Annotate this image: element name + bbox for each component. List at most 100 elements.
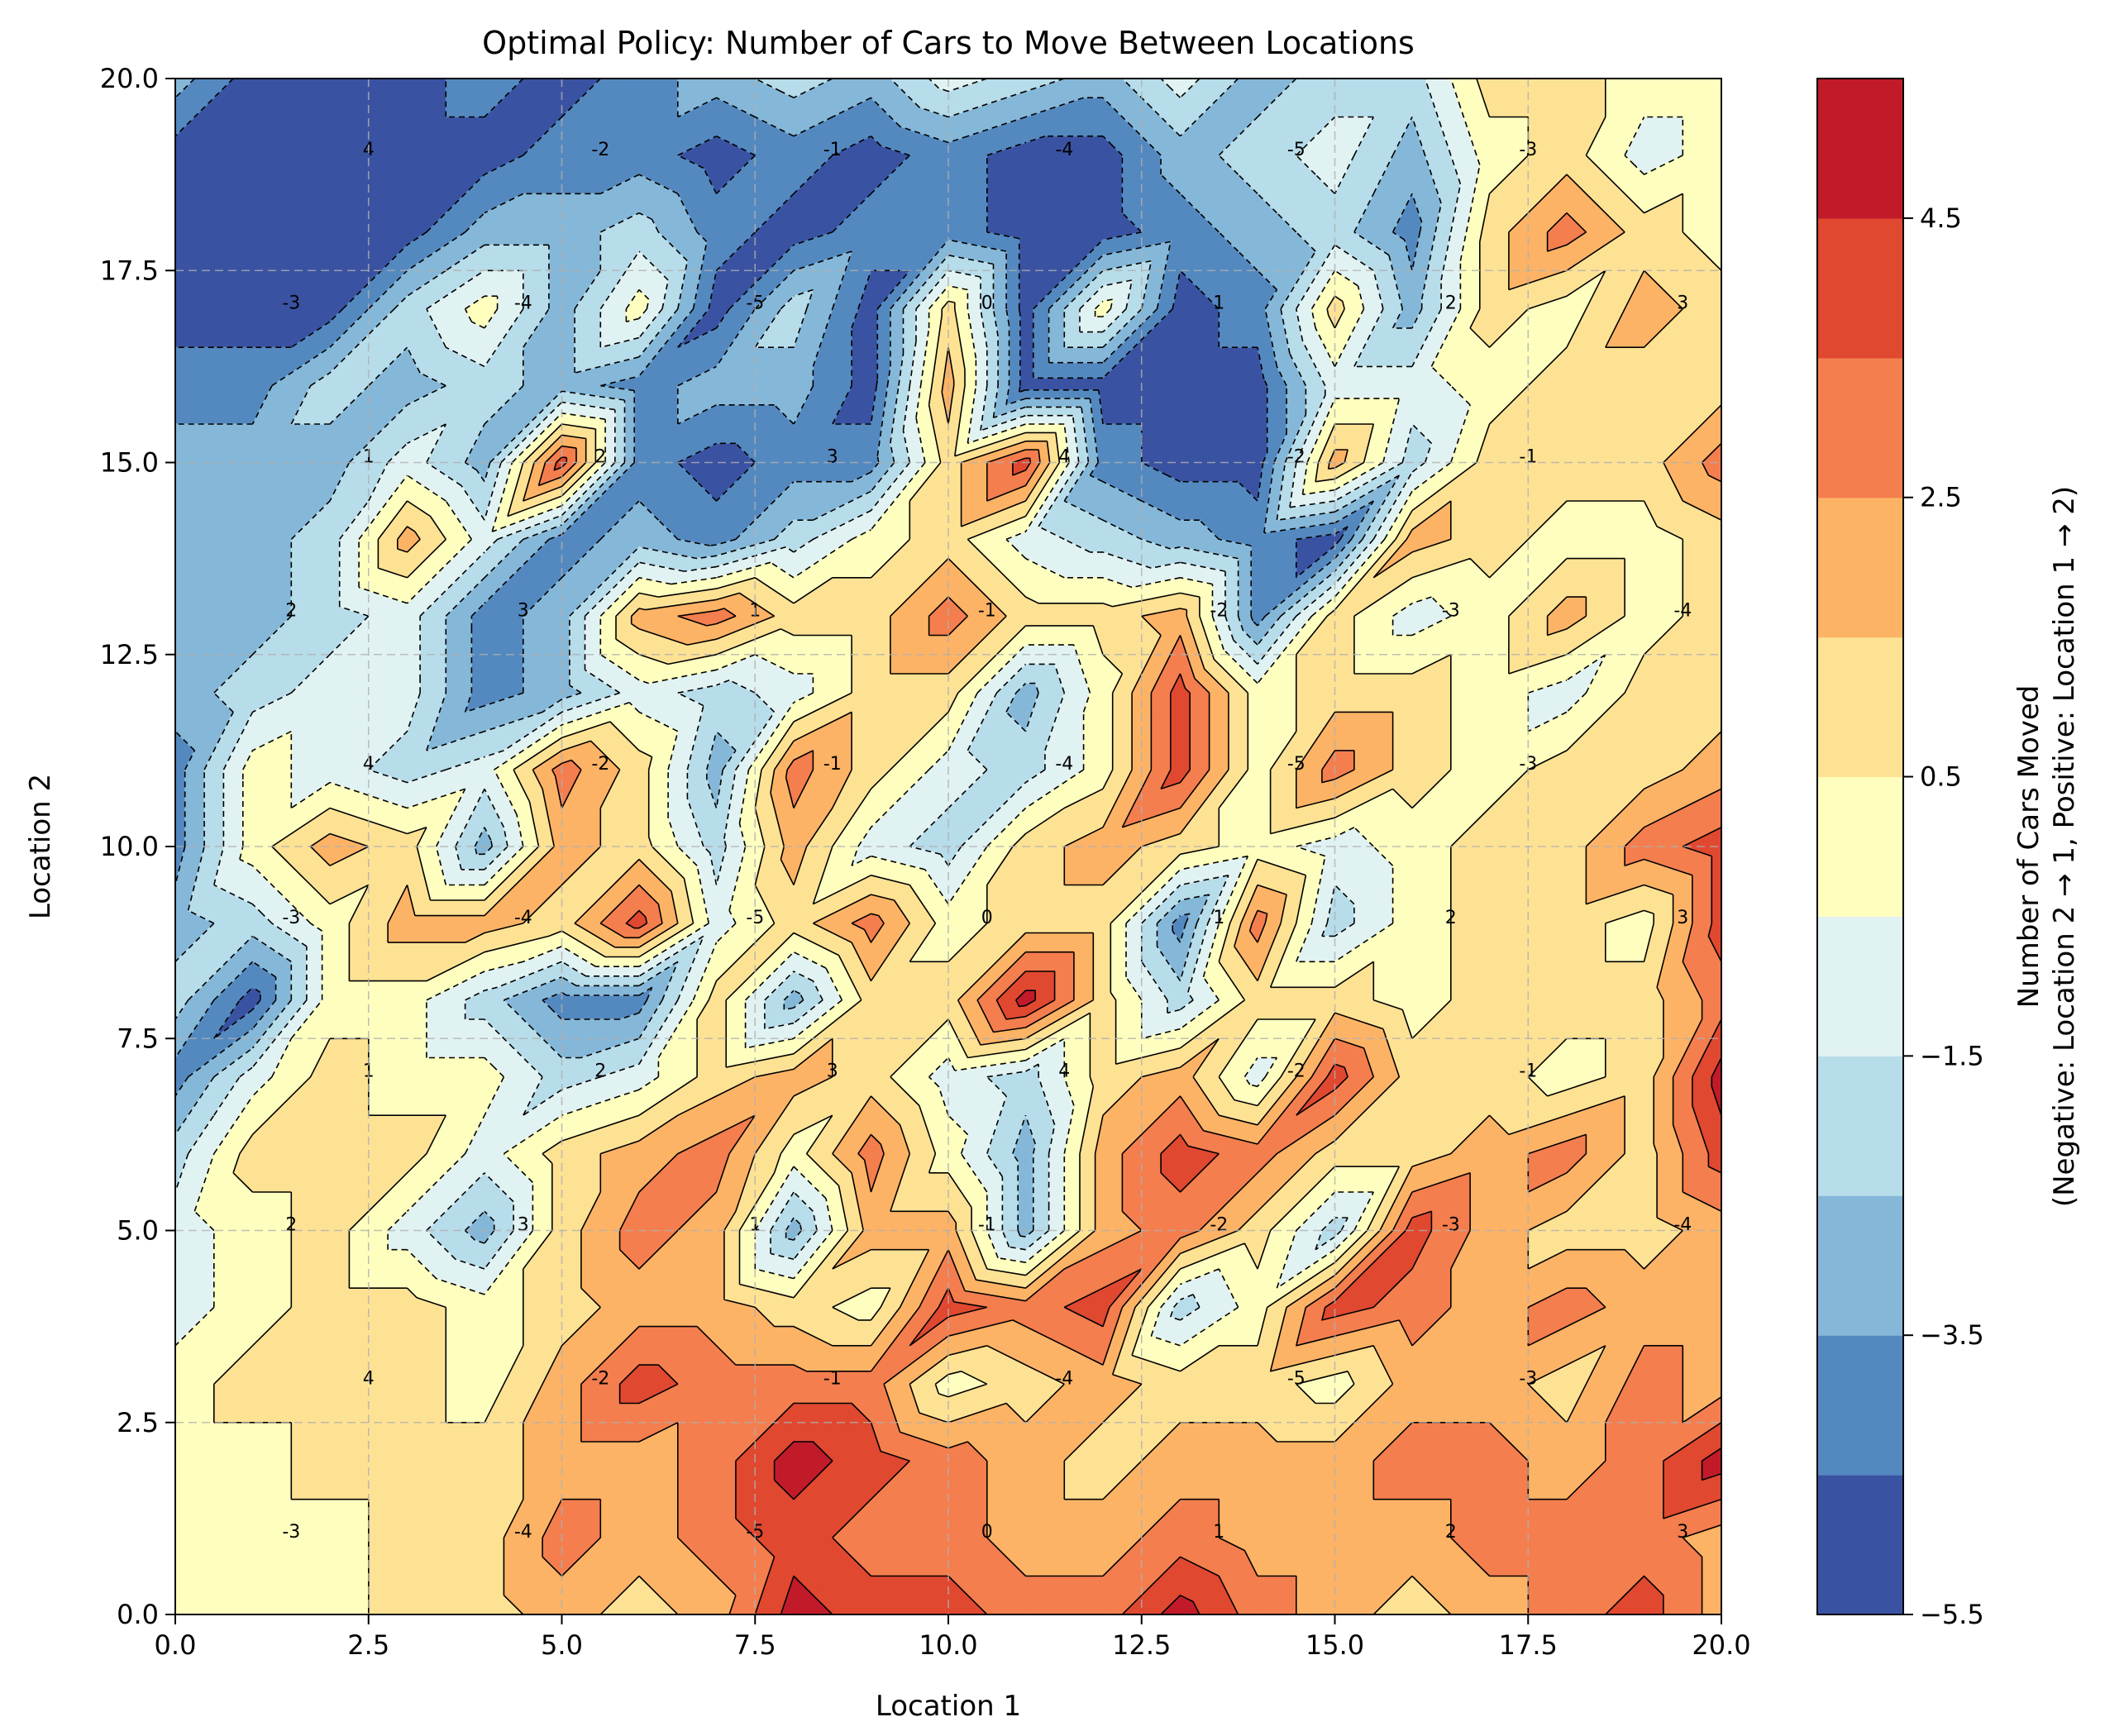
colorbar-segment [1817, 916, 1903, 1056]
contour-line-6 [213, 79, 1721, 1614]
x-tick-label: 5.0 [541, 1629, 583, 1661]
contour-label: -4 [1673, 1215, 1692, 1236]
contour-label: -5 [1287, 754, 1305, 775]
contour-label: 2 [594, 447, 606, 468]
y-tick-label: 5.0 [117, 1215, 159, 1247]
contour-label: 4 [363, 754, 375, 775]
x-tick-label: 0.0 [155, 1629, 197, 1661]
colorbar-tick-label: −3.5 [1920, 1319, 1984, 1351]
grid-layer [175, 79, 1721, 1614]
contour-label: -3 [282, 1522, 300, 1543]
contour-label: -4 [1055, 1368, 1073, 1389]
contour-label: -1 [978, 600, 996, 621]
y-tick-label: 2.5 [117, 1407, 159, 1438]
y-tick-label: 12.5 [100, 639, 159, 670]
contour-label: 1 [1213, 293, 1224, 314]
x-tick-label: 10.0 [919, 1629, 977, 1661]
colorbar-segment [1817, 776, 1903, 917]
contour-label: 2 [1445, 1522, 1457, 1543]
contour-label: 3 [518, 1215, 529, 1236]
colorbar-segment [1817, 217, 1903, 359]
y-tick-label: 0.0 [117, 1599, 159, 1630]
colorbar-segment [1817, 357, 1903, 498]
contour-line-10 [773, 990, 1721, 1614]
colorbar-segment [1817, 1475, 1903, 1615]
contour-line-8 [537, 212, 1721, 1614]
colorbar-frame [1816, 78, 1904, 1615]
contour-label: -4 [1055, 140, 1073, 160]
contour-line-7 [310, 174, 1721, 1614]
y-tick-label: 20.0 [100, 63, 159, 94]
contour-label: 1 [1213, 908, 1224, 928]
contour-label: -2 [1210, 1215, 1228, 1236]
contour-label: -4 [1673, 600, 1692, 621]
y-tick-label: 10.0 [100, 831, 159, 862]
contour-label: -5 [746, 1522, 764, 1543]
contour-label: 3 [827, 1061, 838, 1082]
contour-label: -2 [1210, 600, 1228, 621]
contour-label: 2 [1445, 293, 1457, 314]
y-tick-label: 15.0 [100, 447, 159, 479]
contour-label: -5 [1287, 140, 1305, 160]
contour-label: 4 [1058, 447, 1070, 468]
contour-label: -3 [1442, 600, 1460, 621]
contour-label: 0 [981, 908, 993, 928]
colorbar-label-line1: Number of Cars Moved [2012, 685, 2045, 1009]
contour-label: -4 [514, 908, 532, 928]
contour-label: 3 [827, 447, 838, 468]
contour-label: -3 [1519, 754, 1537, 775]
contour-label: -2 [591, 754, 609, 775]
contour-line-4 [175, 79, 1462, 1321]
y-axis-label: Location 2 [24, 774, 57, 919]
colorbar [1816, 78, 1904, 1615]
x-tick-label: 7.5 [734, 1629, 776, 1661]
colorbar-segment [1817, 1195, 1903, 1336]
colorbar-tick-label: 2.5 [1920, 482, 1962, 513]
colorbar-segment [1817, 637, 1903, 778]
contour-label: 0 [981, 1522, 993, 1543]
x-axis-ticks: 0.0 2.5 5.0 7.5 10.0 12.5 15.0 17.5 20.0 [155, 1614, 1751, 1661]
contour-label: 2 [285, 1215, 297, 1236]
contour-label: -3 [282, 293, 300, 314]
contour-label: -5 [1287, 1368, 1305, 1389]
contour-line-5 [175, 79, 1684, 1347]
contour-label: -2 [1287, 1061, 1305, 1082]
colorbar-label-line2: (Negative: Location 2 → 1, Positive: Loc… [2048, 486, 2081, 1207]
colorbar-tick-label: 0.5 [1920, 761, 1962, 793]
contour-label: -1 [823, 1368, 842, 1389]
contour-label: -2 [591, 1368, 609, 1389]
colorbar-segment [1817, 497, 1903, 638]
colorbar-tick-label: 4.5 [1920, 203, 1962, 234]
x-tick-label: 12.5 [1112, 1629, 1171, 1661]
contour-label: 2 [285, 600, 297, 621]
y-tick-label: 17.5 [100, 255, 159, 286]
chart-title: Optimal Policy: Number of Cars to Move B… [482, 25, 1415, 61]
contour-line-9 [553, 456, 1721, 1614]
contour-line-layer [175, 79, 1721, 1614]
contour-label: 3 [1677, 908, 1688, 928]
contour-label: 3 [1677, 1522, 1688, 1543]
contour-label: 2 [1445, 908, 1457, 928]
contour-label: -1 [823, 140, 842, 160]
contour-label: -3 [282, 908, 300, 928]
contour-label: 3 [518, 600, 529, 621]
contour-label: -4 [514, 293, 532, 314]
contour-label: -1 [978, 1215, 996, 1236]
contour-label: 2 [594, 1061, 606, 1082]
x-tick-label: 15.0 [1305, 1629, 1364, 1661]
y-tick-label: 7.5 [117, 1023, 159, 1054]
contour-line-3 [175, 79, 1442, 1244]
y-axis-ticks: 0.0 2.5 5.0 7.5 10.0 12.5 15.0 17.5 20.0 [100, 63, 175, 1630]
contour-label: 4 [1058, 1061, 1070, 1082]
colorbar-ticks: −5.5 −3.5 −1.5 0.5 2.5 4.5 [1903, 203, 1984, 1630]
contour-line-1 [175, 79, 1348, 1039]
colorbar-segment [1817, 1056, 1903, 1196]
contour-label: 1 [1213, 1522, 1224, 1543]
contour-label: -2 [591, 140, 609, 160]
x-tick-label: 2.5 [347, 1629, 389, 1661]
x-tick-label: 20.0 [1692, 1629, 1750, 1661]
colorbar-tick-label: −1.5 [1920, 1040, 1984, 1071]
contour-label: 0 [981, 293, 993, 314]
